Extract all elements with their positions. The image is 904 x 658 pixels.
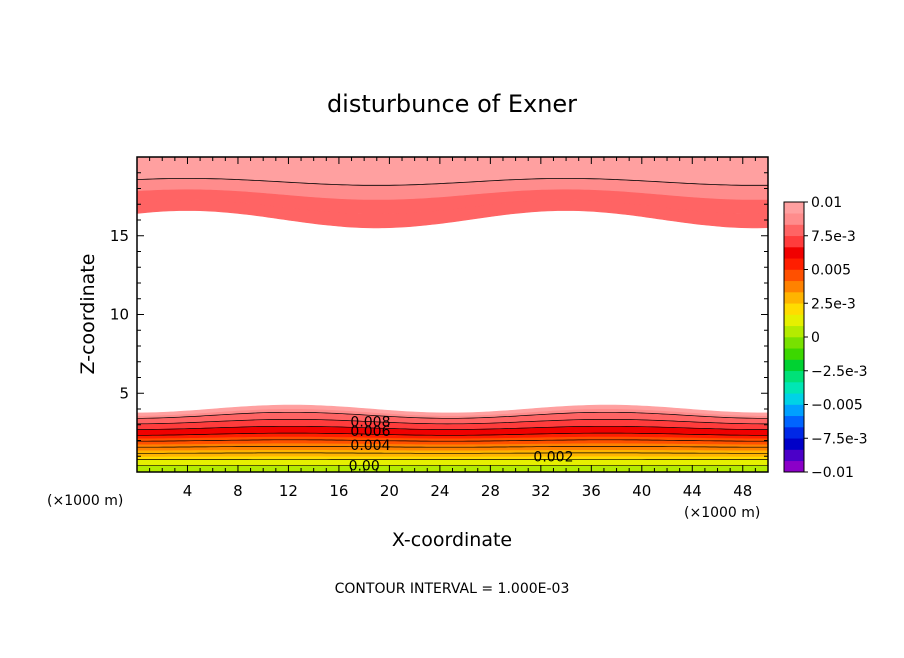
x-unit-note: (×1000 m) <box>684 505 760 521</box>
x-tick-label: 40 <box>632 482 651 500</box>
colorbar: 0.01 7.5e-3 0.005 2.5e-3 0 −2.5e-3 −0.005 −7.5e… <box>784 195 868 481</box>
x-tick-label: 32 <box>531 482 550 500</box>
colorbar-tick-label: 0.01 <box>811 195 842 211</box>
x-tick-label: 12 <box>279 482 298 500</box>
colorbar-swatch <box>784 202 804 214</box>
x-axis-label: X-coordinate <box>392 529 512 551</box>
colorbar-swatch <box>784 461 804 473</box>
colorbar-tick-label: −0.005 <box>811 398 863 414</box>
colorbar-swatch <box>784 427 804 439</box>
colorbar-swatch <box>784 292 804 304</box>
colorbar-tick-label: 7.5e-3 <box>811 229 856 245</box>
x-tick-label: 8 <box>233 482 243 500</box>
y-tick-label: 15 <box>110 227 129 245</box>
lower-band-fill <box>137 463 768 466</box>
colorbar-swatch <box>784 326 804 338</box>
colorbar-swatch <box>784 270 804 282</box>
y-unit-note: (×1000 m) <box>47 493 123 509</box>
colorbar-tick-label: −7.5e-3 <box>811 431 868 447</box>
colorbar-swatch <box>784 450 804 462</box>
x-tick-label: 16 <box>329 482 348 500</box>
x-tick-label: 20 <box>380 482 399 500</box>
colorbar-swatch <box>784 247 804 259</box>
y-tick-label: 5 <box>119 384 129 402</box>
x-tick-label: 36 <box>582 482 601 500</box>
colorbar-swatch <box>784 337 804 349</box>
colorbar-swatch <box>784 213 804 225</box>
x-tick-label: 28 <box>481 482 500 500</box>
chart-title: disturbunce of Exner <box>327 90 577 118</box>
colorbar-tick-label: 0 <box>811 330 820 346</box>
colorbar-swatch <box>784 236 804 248</box>
x-tick-label: 48 <box>733 482 752 500</box>
x-tick-label: 24 <box>430 482 449 500</box>
x-tick-label: 44 <box>683 482 702 500</box>
y-tick-label: 10 <box>110 306 129 324</box>
colorbar-swatch <box>784 393 804 405</box>
colorbar-swatch <box>784 405 804 417</box>
y-axis-label: Z-coordinate <box>77 254 99 375</box>
colorbar-swatch <box>784 303 804 315</box>
contour-label: 0.004 <box>350 438 390 454</box>
colorbar-swatch <box>784 371 804 383</box>
colorbar-swatch <box>784 360 804 372</box>
contour-label: 0.002 <box>533 449 573 465</box>
colorbar-swatch <box>784 438 804 450</box>
colorbar-swatch <box>784 281 804 293</box>
contour-interval-note: CONTOUR INTERVAL = 1.000E-03 <box>335 581 570 597</box>
colorbar-tick-label: −2.5e-3 <box>811 364 868 380</box>
colorbar-tick-label: −0.01 <box>811 465 854 481</box>
x-tick-label: 4 <box>183 482 193 500</box>
colorbar-swatch <box>784 315 804 327</box>
colorbar-swatch <box>784 348 804 360</box>
colorbar-swatch <box>784 225 804 237</box>
colorbar-tick-label: 2.5e-3 <box>811 296 856 312</box>
colorbar-tick-label: 0.005 <box>811 263 851 279</box>
contour-label: 0.00 <box>349 459 380 475</box>
colorbar-swatch <box>784 258 804 270</box>
colorbar-swatch <box>784 416 804 428</box>
colorbar-swatch <box>784 382 804 394</box>
